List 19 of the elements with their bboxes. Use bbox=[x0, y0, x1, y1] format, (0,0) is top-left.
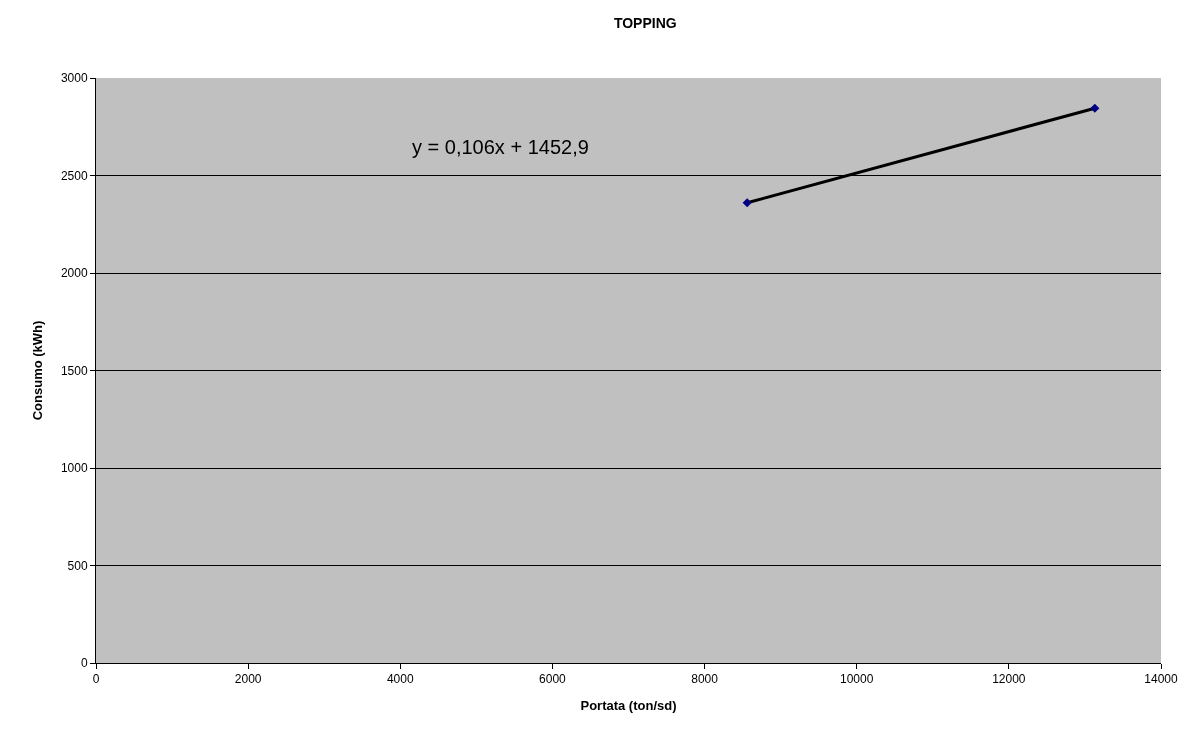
x-tick-label: 14000 bbox=[1144, 672, 1179, 687]
y-tick-label: 500 bbox=[67, 558, 88, 573]
x-tick-label: 4000 bbox=[386, 672, 414, 687]
x-tick-label: 0 bbox=[92, 672, 100, 687]
y-tick-label: 2000 bbox=[60, 266, 88, 281]
x-tick-label: 10000 bbox=[840, 672, 874, 687]
x-tick-label: 6000 bbox=[539, 672, 567, 687]
x-tick-label: 8000 bbox=[691, 672, 719, 687]
y-tick-label: 1500 bbox=[60, 363, 88, 378]
y-tick-label: 1000 bbox=[60, 461, 88, 476]
y-tick-label: 0 bbox=[80, 656, 88, 671]
x-tick-label: 2000 bbox=[234, 672, 262, 687]
y-axis-title: Consumo (kWh) bbox=[29, 320, 45, 421]
x-axis-title: Portata (ton/sd) bbox=[580, 698, 677, 713]
x-tick-label: 12000 bbox=[992, 672, 1026, 687]
y-tick-label: 2500 bbox=[60, 168, 88, 183]
annotation: y = 0,106x + 1452,9 bbox=[412, 136, 589, 158]
chart-title: TOPPING bbox=[613, 15, 677, 32]
y-tick-label: 3000 bbox=[60, 71, 88, 86]
